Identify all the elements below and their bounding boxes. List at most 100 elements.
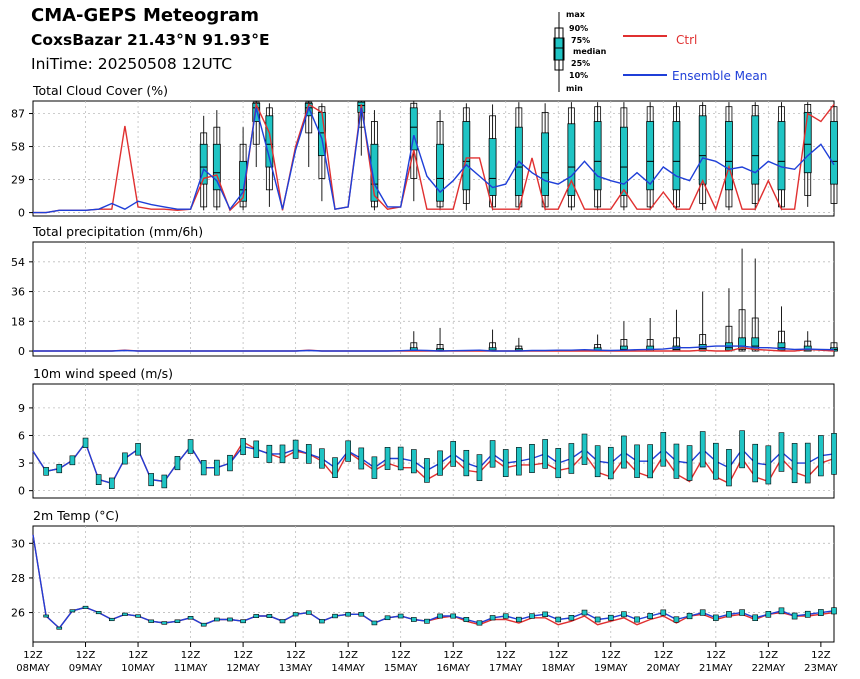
x-tick-hour-label: 12Z (181, 650, 201, 661)
box-iqr (830, 121, 838, 185)
box-iqr (135, 443, 141, 456)
box-iqr (292, 612, 299, 617)
box-iqr (292, 439, 299, 459)
box-iqr (122, 612, 128, 616)
box-iqr (397, 613, 404, 619)
box-iqr (95, 611, 102, 615)
legend-ctrl-label: Ctrl (676, 33, 698, 47)
panel-title: Total precipitation (mm/6h) (32, 224, 203, 239)
box-iqr (607, 614, 614, 621)
ctrl-series-line (32, 534, 835, 630)
x-tick-date-label: 16MAY (436, 663, 470, 674)
box-iqr (699, 609, 706, 616)
box-iqr (555, 616, 562, 623)
y-tick-label: 0 (18, 207, 25, 220)
panel-4: 2m Temp (°C) 26 28 30 (11, 508, 837, 643)
box-iqr (713, 442, 719, 480)
panel-title: 2m Temp (°C) (33, 508, 119, 523)
box-iqr (214, 617, 220, 622)
x-tick-date-label: 17MAY (489, 663, 523, 674)
box-iqr (358, 612, 365, 617)
box-iqr (593, 121, 602, 191)
box-iqr (594, 616, 601, 623)
box-iqr (568, 615, 575, 621)
box-iqr (148, 619, 154, 623)
box-iqr (279, 444, 286, 464)
box-iqr (818, 435, 824, 477)
panel-frame (32, 100, 835, 217)
y-tick-label: 30 (11, 537, 25, 550)
box-iqr (43, 467, 49, 476)
box-iqr (713, 614, 719, 621)
box-iqr (253, 614, 260, 618)
box-iqr (620, 126, 628, 196)
x-tick-hour-label: 12Z (128, 650, 148, 661)
box-iqr (187, 616, 194, 620)
x-tick-hour-label: 12Z (391, 650, 411, 661)
box-iqr (529, 444, 535, 473)
box-iqr (739, 609, 745, 616)
chart-title: CMA-GEPS Meteogram (31, 5, 259, 26)
x-tick-date-label: 15MAY (384, 663, 418, 674)
box-iqr (646, 121, 655, 191)
panel-1: Total Cloud Cover (%) 0 29 58 87 (11, 83, 838, 220)
box-iqr (200, 460, 207, 476)
box-iqr (594, 445, 601, 478)
box-iqr (345, 440, 351, 462)
box-iqr (752, 443, 759, 483)
y-tick-label: 6 (18, 429, 25, 442)
box-iqr (265, 115, 274, 168)
box-iqr (240, 438, 246, 455)
box-iqr (765, 445, 772, 485)
box-iqr (489, 615, 496, 621)
box-iqr (227, 454, 233, 472)
legend-75: 75% (571, 36, 591, 45)
box-iqr (161, 621, 168, 625)
box-iqr (542, 611, 548, 617)
box-iqr (187, 439, 194, 454)
box-iqr (803, 111, 812, 174)
box-iqr (212, 143, 221, 191)
box-iqr (332, 457, 338, 478)
box-iqr (384, 447, 391, 470)
x-tick-date-label: 19MAY (594, 663, 628, 674)
box-iqr (82, 437, 89, 448)
x-tick-date-label: 11MAY (174, 663, 208, 674)
panel-frame (32, 525, 835, 643)
box-iqr (476, 620, 483, 626)
box-iqr (108, 617, 115, 622)
box-iqr (516, 447, 522, 476)
box-iqr (424, 618, 430, 624)
box-iqr (397, 446, 404, 471)
y-tick-label: 0 (18, 345, 25, 358)
box-iqr (751, 115, 760, 185)
panel-frame (32, 241, 835, 357)
x-tick-date-label: 21MAY (699, 663, 733, 674)
box-iqr (581, 609, 588, 616)
box-iqr (555, 448, 562, 479)
panel-2: Total precipitation (mm/6h) 0 18 36 54 (11, 224, 838, 358)
box-iqr (43, 614, 49, 618)
box-iqr (698, 115, 707, 185)
legend-median: median (573, 47, 607, 56)
x-tick-hour-label: 12Z (76, 650, 96, 661)
panel-title: Total Cloud Cover (%) (32, 83, 168, 98)
y-tick-label: 3 (18, 457, 25, 470)
mean-series-line (32, 534, 835, 630)
legend-mean-line (623, 74, 667, 76)
box-iqr (739, 430, 745, 469)
x-tick-date-label: 09MAY (69, 663, 103, 674)
box-iqr (686, 612, 693, 620)
y-tick-label: 54 (11, 256, 25, 269)
box-iqr (777, 342, 786, 351)
box-iqr (227, 617, 233, 622)
box-iqr (660, 432, 667, 467)
box-iqr (621, 435, 627, 469)
x-tick-hour-label: 12Z (443, 650, 463, 661)
box-iqr (266, 444, 273, 463)
box-iqr (56, 626, 63, 630)
box-iqr (673, 443, 680, 479)
box-iqr (725, 121, 733, 191)
box-iqr (69, 455, 76, 466)
y-tick-label: 36 (11, 286, 25, 299)
